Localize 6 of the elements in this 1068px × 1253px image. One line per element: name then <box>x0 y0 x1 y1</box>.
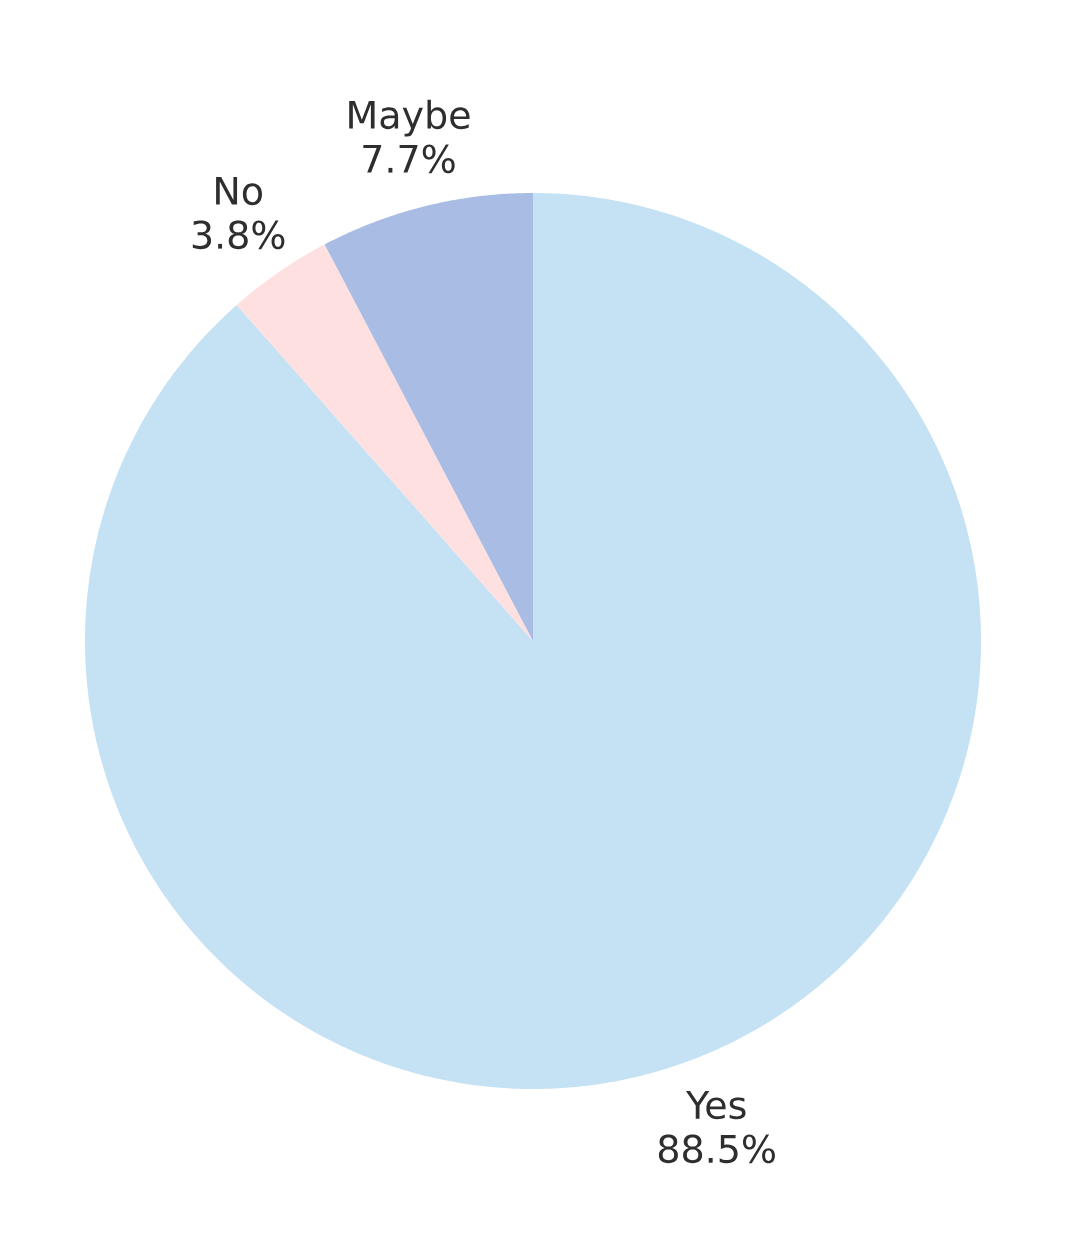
data-label: 3.8% <box>192 220 285 250</box>
data-label: 88.5% <box>658 1134 775 1164</box>
slice-label: Yes <box>685 1091 746 1120</box>
slice-label: No <box>216 176 262 206</box>
data-label: 7.7% <box>363 144 455 174</box>
slice-label: Maybe <box>349 99 470 137</box>
